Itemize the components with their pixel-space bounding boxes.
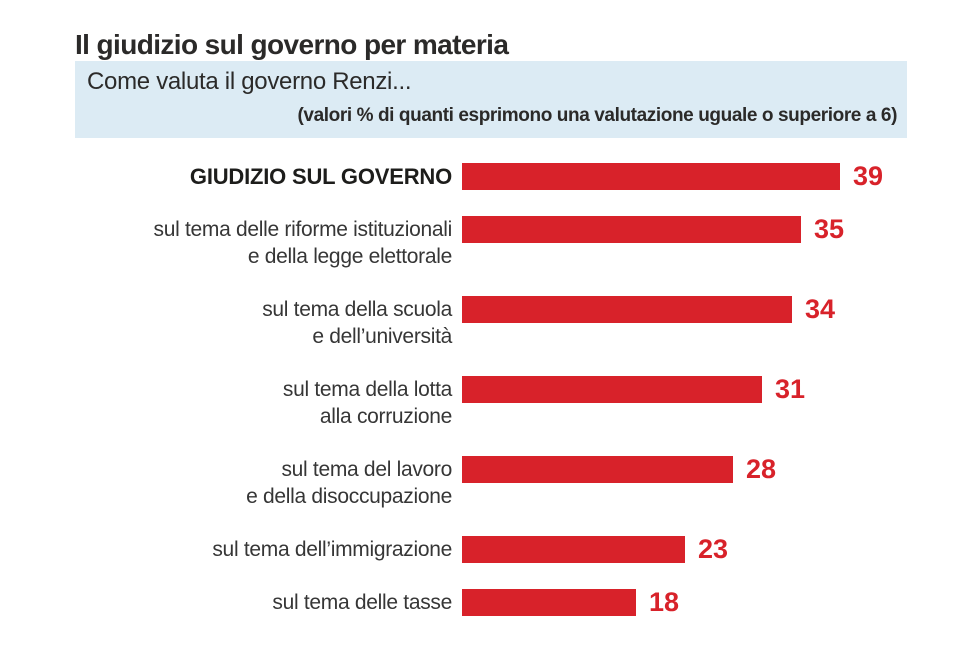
bar	[462, 296, 792, 323]
bar	[462, 456, 733, 483]
row-label: sul tema della scuola e dell’università	[75, 296, 452, 350]
bar	[462, 589, 636, 616]
bar-chart: GIUDIZIO SUL GOVERNO 39 sul tema delle r…	[75, 163, 955, 642]
bar-track: 18	[462, 589, 679, 616]
bar-track: 39	[462, 163, 883, 190]
question-note: (valori % di quanti esprimono una valuta…	[297, 105, 897, 126]
bar-track: 34	[462, 296, 835, 323]
bar-value: 39	[853, 161, 884, 191]
row-label: GIUDIZIO SUL GOVERNO	[75, 163, 452, 190]
bar	[462, 376, 762, 403]
bar-track: 23	[462, 536, 728, 563]
question-box: Come valuta il governo Renzi... (valori …	[75, 61, 907, 138]
bar-value: 28	[746, 454, 777, 484]
bar	[462, 163, 840, 190]
page-title: Il giudizio sul governo per materia	[75, 28, 509, 60]
chart-row: sul tema del lavoro e della disoccupazion…	[75, 456, 955, 510]
bar-value: 31	[775, 374, 806, 404]
question-text: Come valuta il governo Renzi...	[87, 68, 412, 95]
row-label-line: e dell’università	[312, 325, 452, 348]
row-label-line: sul tema delle riforme istituzionali	[153, 218, 453, 241]
row-label-line: alla corruzione	[319, 405, 452, 428]
row-label-line: e della disoccupazione	[246, 485, 452, 508]
chart-row: sul tema delle tasse 18	[75, 589, 955, 616]
row-label: sul tema dell’immigrazione	[75, 536, 452, 563]
bar-value: 18	[649, 587, 680, 617]
row-label-line: sul tema della lotta	[282, 378, 452, 401]
bar-track: 35	[462, 216, 844, 243]
chart-row: sul tema della scuola e dell’università 3…	[75, 296, 955, 350]
bar-track: 31	[462, 376, 805, 403]
bar-value: 23	[698, 534, 729, 564]
row-label: sul tema delle riforme istituzionali e de…	[75, 216, 453, 270]
row-label-line: sul tema delle tasse	[272, 591, 452, 614]
chart-row: sul tema della lotta alla corruzione 31	[75, 376, 955, 430]
row-label-line: sul tema della scuola	[262, 298, 452, 321]
row-label-line: GIUDIZIO SUL GOVERNO	[189, 164, 452, 189]
row-label: sul tema del lavoro e della disoccupazion…	[75, 456, 452, 510]
chart-row: sul tema delle riforme istituzionali e de…	[75, 216, 955, 270]
chart-row: sul tema dell’immigrazione 23	[75, 536, 955, 563]
bar-value: 35	[814, 214, 845, 244]
row-label-line: sul tema del lavoro	[281, 458, 452, 481]
bar	[462, 536, 685, 563]
row-label-line: sul tema dell’immigrazione	[212, 538, 452, 561]
row-label: sul tema delle tasse	[75, 589, 452, 616]
chart-row: GIUDIZIO SUL GOVERNO 39	[75, 163, 955, 190]
row-label: sul tema della lotta alla corruzione	[75, 376, 452, 430]
row-label-line: e della legge elettorale	[247, 245, 452, 268]
bar-value: 34	[805, 294, 836, 324]
bar-track: 28	[462, 456, 776, 483]
bar	[462, 216, 801, 243]
